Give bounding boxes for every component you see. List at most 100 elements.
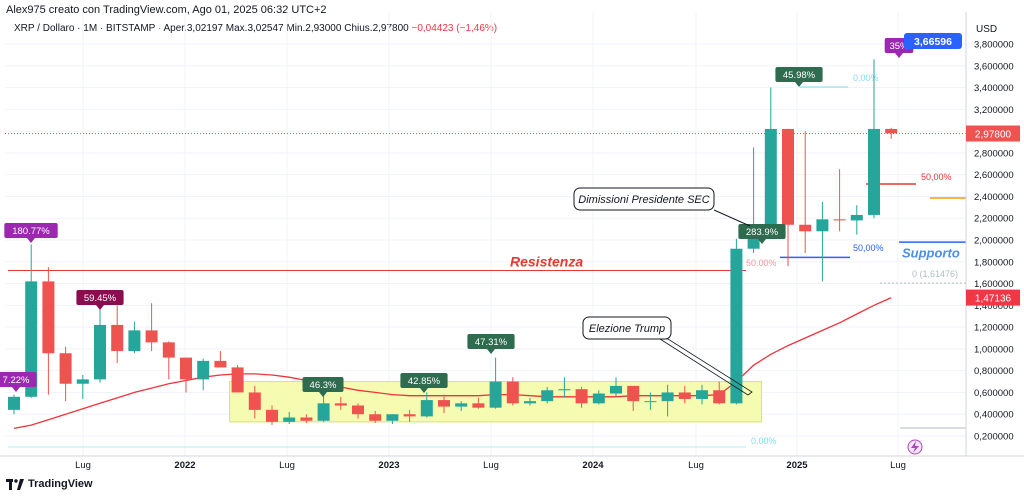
pct-label-45-bg: [775, 67, 823, 82]
pct-label-283: 283.9%: [746, 227, 779, 238]
candle-body: [300, 417, 313, 421]
pct-label-72-pointer: [12, 387, 20, 392]
candle-body: [868, 128, 880, 215]
candle-body: [455, 403, 468, 407]
pct-label-46-pointer: [319, 392, 327, 397]
candle-body: [678, 392, 691, 399]
price-tick: 3,400000: [974, 83, 1014, 94]
fib-50-label-c: 50.00%: [746, 258, 777, 268]
price-tick: 2,600000: [974, 170, 1014, 181]
fib-top-label: 0.00%: [853, 73, 879, 83]
price-tick: 2,000000: [974, 236, 1014, 247]
price-tick: 2,800000: [974, 148, 1014, 159]
price-tick: 1,200000: [974, 323, 1014, 334]
candle-body: [42, 281, 55, 354]
price-tick: 1,000000: [974, 344, 1014, 355]
price-tick: 3,600000: [974, 61, 1014, 72]
candle-body: [248, 392, 261, 410]
candle-body: [696, 390, 708, 399]
candle-body: [352, 405, 364, 415]
sec-callout-text: Dimissioni Presidente SEC: [578, 194, 709, 206]
candle-body: [764, 128, 777, 235]
pct-label-59: 59.45%: [84, 293, 117, 304]
legend-low: Min.2,93000: [286, 23, 342, 34]
pct-label-283-bg: [738, 224, 786, 239]
candle-body: [162, 342, 175, 358]
candle-body: [283, 417, 296, 422]
chart-author-title: Alex975 creato con TradingView.com, Ago …: [6, 4, 327, 16]
candle-body: [506, 381, 519, 404]
candle-body: [317, 403, 330, 421]
candle-body: [25, 281, 38, 397]
candle-body: [59, 353, 72, 384]
price-tick: 0,800000: [974, 366, 1014, 377]
ma-price-badge-bg: [966, 289, 1020, 306]
pct-label-72: 7.22%: [3, 375, 30, 386]
candle-body: [816, 219, 829, 232]
candle-body: [661, 392, 674, 402]
candle-body: [197, 360, 210, 380]
price-tick: 1,600000: [974, 279, 1014, 290]
candle-body: [128, 330, 141, 352]
pct-label-47-pointer: [487, 349, 495, 354]
pct-label-47: 47.31%: [475, 337, 508, 348]
symbol-name[interactable]: XRP / Dollaro · 1M · BITSTAMP: [14, 23, 156, 34]
candle-body: [592, 393, 605, 404]
candle-body: [403, 414, 416, 417]
price-tick: 2,200000: [974, 214, 1014, 225]
trump-callout-box: [582, 316, 672, 340]
legend-change: −0,04423 (−1,46%): [411, 23, 498, 34]
lightning-icon-glyph: [911, 441, 919, 453]
time-tick: 2025: [786, 460, 808, 471]
candle-body: [386, 414, 399, 421]
high-price-badge-bg: [904, 33, 962, 49]
fib-50-label-b: 50,00%: [853, 243, 884, 253]
candle-body: [94, 324, 106, 380]
candle-body: [782, 128, 794, 225]
symbol-legend: XRP / Dollaro · 1M · BITSTAMP · Aper.3,0…: [14, 23, 498, 34]
candle-body: [850, 214, 863, 221]
last-price-badge-bg: [966, 125, 1020, 142]
fib-50-label-a: 50,00%: [921, 172, 952, 182]
candle-body: [369, 414, 382, 421]
candle-body: [558, 389, 571, 391]
price-tick: 3,200000: [974, 105, 1014, 116]
price-tick: 1,800000: [974, 257, 1014, 268]
pct-label-35-pointer: [895, 53, 903, 58]
pct-label-180-pointer: [27, 238, 35, 243]
time-tick: 2024: [582, 460, 604, 471]
pct-label-45: 45.98%: [783, 70, 816, 81]
candle-body: [420, 400, 433, 417]
time-tick: Lug: [890, 460, 906, 471]
candle-body: [76, 379, 89, 384]
pct-label-59-bg: [76, 290, 124, 305]
candle-body: [231, 367, 244, 393]
pct-label-35: 35%: [889, 41, 909, 52]
candle-body: [438, 400, 450, 407]
candle-body: [627, 385, 640, 402]
moving-average-line: [13, 297, 892, 430]
pct-label-42-pointer: [420, 388, 428, 393]
time-tick: Lug: [688, 460, 704, 471]
sec-callout-pointer: [713, 209, 751, 227]
candle-body: [644, 401, 657, 403]
time-tick: Lug: [75, 460, 91, 471]
tradingview-logo[interactable]: TradingView: [6, 478, 93, 490]
price-tick: 3,800000: [974, 40, 1014, 51]
candle-body: [610, 385, 622, 394]
pct-label-42: 42.85%: [408, 376, 441, 387]
candle-body: [713, 390, 726, 404]
candle-body: [541, 390, 554, 402]
candle-body: [334, 403, 347, 406]
candle-body: [575, 389, 588, 404]
pct-label-59-pointer: [96, 305, 104, 310]
pct-label-42-bg: [400, 373, 448, 388]
tradingview-brand: TradingView: [28, 478, 93, 490]
tradingview-icon: [6, 478, 24, 490]
candle-body: [524, 401, 536, 404]
candle-body: [489, 381, 502, 408]
sec-callout-box: [573, 187, 715, 211]
legend-close: Chius.2,97800: [344, 23, 409, 34]
pct-label-46: 46.3%: [310, 380, 337, 391]
